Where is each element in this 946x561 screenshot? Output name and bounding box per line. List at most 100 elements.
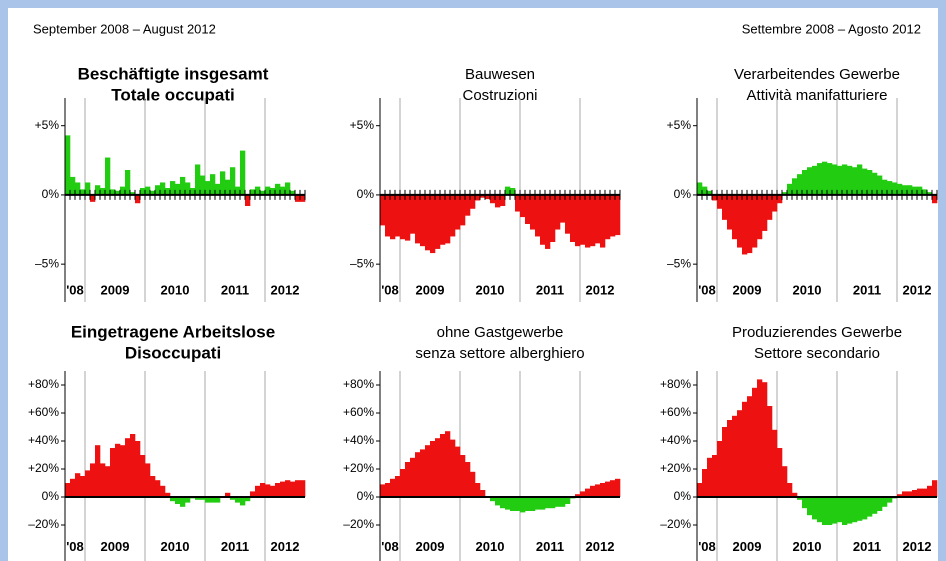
bar	[275, 183, 281, 195]
bar	[470, 194, 476, 209]
x-tick-label: 2009	[416, 282, 445, 297]
bar	[105, 466, 111, 497]
bar	[600, 483, 606, 497]
bar	[420, 449, 426, 497]
bar	[717, 441, 723, 497]
bar	[887, 181, 893, 195]
bar	[490, 497, 496, 502]
bar	[787, 183, 793, 195]
bar	[902, 185, 908, 195]
bar	[395, 194, 401, 237]
bar	[480, 194, 486, 198]
bar	[205, 497, 211, 503]
bar	[807, 167, 813, 195]
bar	[580, 194, 586, 245]
bar	[480, 490, 486, 497]
bar	[515, 497, 521, 511]
bar	[727, 420, 733, 497]
bar	[195, 497, 201, 500]
bar	[525, 497, 531, 511]
bar	[140, 455, 146, 497]
x-tick-label: 2009	[101, 539, 130, 554]
y-tick-label: +40%	[660, 433, 691, 447]
bar	[110, 189, 116, 195]
bar	[390, 194, 396, 240]
bar	[757, 194, 763, 240]
bar	[535, 194, 541, 237]
bar	[510, 188, 516, 195]
y-tick-label: +60%	[343, 405, 374, 419]
bar	[590, 194, 596, 247]
header-left: September 2008 – August 2012	[33, 21, 216, 36]
bar	[265, 484, 271, 497]
bar	[595, 194, 601, 244]
bar	[817, 497, 823, 523]
bar	[220, 171, 226, 195]
bar	[260, 190, 266, 195]
bar	[525, 194, 531, 224]
x-tick-label: 2011	[221, 539, 249, 554]
bar	[842, 164, 848, 195]
y-tick-label: –5%	[35, 256, 59, 270]
bar	[540, 497, 546, 510]
bar	[270, 485, 276, 497]
bar	[792, 178, 798, 195]
bar	[230, 167, 236, 195]
bar	[400, 194, 406, 240]
bar	[697, 182, 703, 195]
bar	[717, 194, 723, 209]
bar	[115, 443, 121, 497]
y-tick-label: –20%	[343, 517, 374, 531]
x-tick-label: 2009	[733, 282, 762, 297]
bar	[450, 439, 456, 497]
bar	[832, 497, 838, 524]
bar	[85, 470, 91, 497]
bar	[500, 194, 506, 206]
bar	[240, 497, 246, 506]
bar	[170, 497, 176, 502]
x-tick-label: 2012	[903, 539, 932, 554]
bar	[932, 194, 938, 204]
bar	[767, 194, 773, 220]
bar	[225, 492, 231, 497]
bar	[405, 462, 411, 497]
bar	[615, 478, 621, 497]
bar	[215, 497, 221, 503]
bar	[390, 478, 396, 497]
bar	[575, 194, 581, 247]
bar	[702, 469, 708, 497]
bar	[160, 182, 166, 195]
bar	[555, 194, 561, 230]
bar	[455, 194, 461, 230]
chart-title: Attività manifatturiere	[747, 87, 888, 104]
bar	[430, 194, 436, 254]
bar	[912, 490, 918, 497]
bar	[210, 174, 216, 195]
bar	[580, 491, 586, 497]
bar	[505, 497, 511, 510]
bar	[380, 484, 386, 497]
bar	[742, 194, 748, 255]
bar	[75, 182, 81, 195]
bar	[385, 194, 391, 237]
bar	[290, 190, 296, 195]
bar	[897, 494, 903, 497]
y-tick-label: +60%	[28, 405, 59, 419]
bar	[907, 491, 913, 497]
bar	[615, 194, 621, 236]
x-tick-label: '08	[66, 282, 84, 297]
bar	[160, 485, 166, 497]
bar	[862, 497, 868, 520]
bar	[200, 175, 206, 195]
bar	[460, 194, 466, 226]
y-tick-label: +40%	[28, 433, 59, 447]
bar	[852, 497, 858, 523]
bar	[475, 483, 481, 497]
bar	[535, 497, 541, 510]
x-tick-label: 2012	[271, 539, 300, 554]
bar	[95, 445, 101, 497]
bar	[250, 189, 256, 195]
x-tick-label: 2012	[271, 282, 300, 297]
bar	[747, 396, 753, 497]
bar	[395, 476, 401, 497]
